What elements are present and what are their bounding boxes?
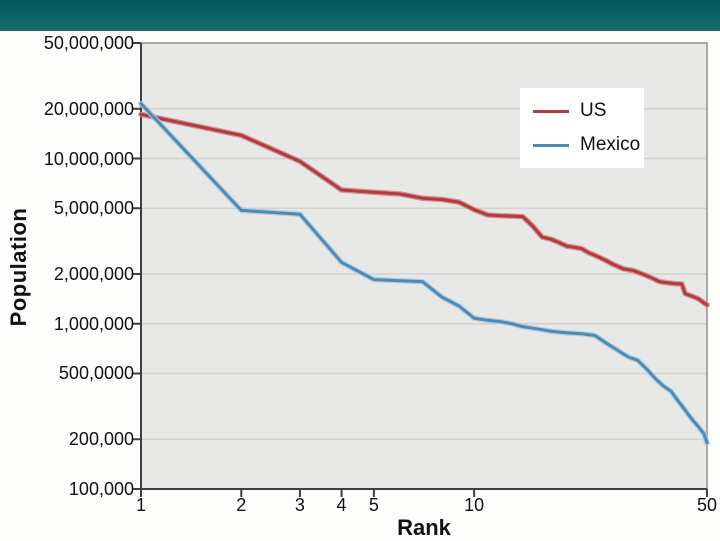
- legend-item-mexico: Mexico: [520, 134, 644, 156]
- legend-swatch-us: [533, 109, 569, 113]
- x-tick-label: 4: [336, 495, 347, 515]
- x-axis-title: Rank: [397, 515, 451, 540]
- y-tick-label: 50,000,000: [43, 33, 134, 53]
- legend-swatch-mexico: [533, 143, 569, 147]
- x-tick-label: 50: [696, 495, 718, 515]
- y-tick-label: 1,000,000: [53, 313, 134, 334]
- legend-item-us: US: [520, 100, 644, 122]
- top-banner: [0, 0, 720, 31]
- legend: US Mexico: [520, 88, 644, 168]
- x-tick-label: 2: [236, 495, 247, 515]
- y-tick-label: 20,000,000: [43, 98, 134, 119]
- y-tick-label: 500,0000: [58, 363, 134, 384]
- legend-label: US: [580, 100, 607, 121]
- series-line-us: [139, 112, 709, 307]
- y-tick-label: 5,000,000: [53, 198, 134, 219]
- x-tick-label: 10: [464, 495, 485, 515]
- y-tick-label: 200,000: [68, 429, 134, 450]
- y-tick-label: 100,000: [68, 479, 134, 499]
- y-tick-label: 2,000,000: [53, 264, 134, 284]
- series-line-mexico: [139, 102, 709, 445]
- x-tick-label: 5: [368, 495, 379, 515]
- x-tick-label: 3: [294, 495, 305, 515]
- y-tick-label: 10,000,000: [43, 148, 134, 169]
- x-tick-label: 1: [135, 495, 146, 515]
- legend-label: Mexico: [580, 134, 641, 155]
